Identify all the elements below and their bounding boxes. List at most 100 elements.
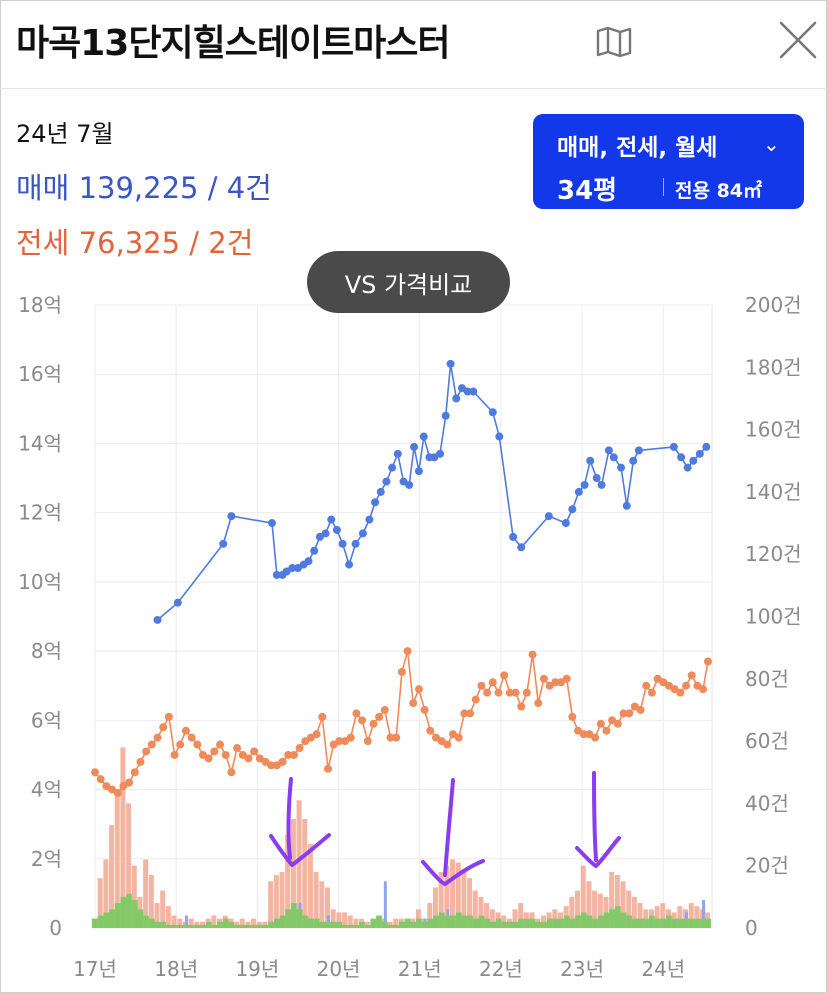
- volume-bar-monthly: [381, 921, 388, 928]
- trade-type-filter-button[interactable]: 매매, 전세, 월세 ⌄ 34평 전용 84㎡: [533, 114, 804, 209]
- volume-bar-monthly: [131, 899, 138, 928]
- jeonse-price-point: [295, 744, 304, 753]
- volume-bar-monthly: [648, 915, 655, 928]
- sale-price-point: [327, 515, 336, 524]
- jeonse-price-point: [443, 740, 452, 749]
- volume-bar-jeonse: [592, 890, 598, 928]
- volume-bar-monthly: [546, 918, 553, 928]
- volume-bar-monthly: [671, 918, 678, 928]
- sale-price-point: [288, 564, 297, 573]
- sale-price-point: [382, 477, 391, 486]
- sale-price-point: [677, 453, 686, 462]
- jeonse-price-point: [96, 775, 105, 784]
- volume-bar-monthly: [410, 921, 417, 928]
- volume-bar-monthly: [205, 921, 212, 928]
- jeonse-price-point: [625, 709, 634, 718]
- volume-bar-jeonse: [143, 859, 149, 928]
- y-left-tick-label: 0: [49, 916, 62, 940]
- sale-price-point: [452, 394, 461, 403]
- volume-bar-jeonse: [694, 906, 700, 928]
- jeonse-price-point: [380, 705, 389, 714]
- volume-bar-monthly: [592, 918, 599, 928]
- volume-bar-monthly: [347, 924, 354, 928]
- jeonse-price-point: [375, 712, 384, 721]
- y-left-tick-label: 8억: [31, 639, 62, 663]
- volume-bar-monthly: [620, 912, 627, 928]
- volume-bar-jeonse: [285, 834, 291, 928]
- volume-bar-monthly: [472, 918, 479, 928]
- volume-bar-monthly: [529, 918, 536, 928]
- volume-bar-monthly: [455, 912, 462, 928]
- volume-bar-monthly: [683, 918, 690, 928]
- volume-bar-jeonse: [296, 800, 302, 928]
- map-icon[interactable]: [596, 26, 632, 58]
- volume-bar-jeonse: [688, 903, 694, 928]
- volume-bar-monthly: [245, 924, 252, 928]
- volume-bar-jeonse: [330, 909, 336, 928]
- volume-bar-monthly: [654, 918, 661, 928]
- sale-price-point: [267, 519, 276, 528]
- volume-bar-jeonse: [120, 747, 126, 928]
- volume-bar-monthly: [324, 921, 331, 928]
- sale-price-point: [609, 453, 618, 462]
- volume-bar-jeonse: [393, 918, 399, 928]
- volume-bar-monthly: [506, 921, 513, 928]
- annotation-arrow: [575, 771, 621, 868]
- volume-bar-monthly: [92, 918, 98, 928]
- volume-bar-monthly: [677, 918, 684, 928]
- vs-compare-button[interactable]: VS 가격비교: [307, 251, 510, 313]
- x-tick-label: 18년: [154, 957, 198, 981]
- sale-price-point: [561, 519, 570, 528]
- jeonse-price-point: [505, 688, 514, 697]
- volume-bar-jeonse: [319, 881, 325, 928]
- volume-bar-monthly: [97, 915, 104, 928]
- sale-price-point: [622, 501, 631, 510]
- jeonse-price-point: [568, 712, 577, 721]
- close-icon[interactable]: [776, 18, 820, 62]
- page-title: 마곡13단지힐스테이트마스터: [16, 23, 451, 64]
- trade-types-label: 매매, 전세, 월세: [557, 135, 718, 161]
- volume-bar-jeonse: [467, 878, 473, 928]
- jeonse-price-point: [699, 685, 708, 694]
- sale-price-point: [358, 529, 367, 538]
- volume-bar-jeonse: [290, 818, 296, 928]
- volume-bar-monthly: [665, 915, 672, 928]
- x-tick-label: 20년: [317, 957, 361, 981]
- volume-bar-monthly: [364, 924, 371, 928]
- volume-bar-jeonse: [177, 918, 183, 928]
- jeonse-price-point: [551, 678, 560, 687]
- y-right-tick-label: 120건: [745, 542, 802, 566]
- volume-bar-jeonse: [154, 903, 160, 928]
- x-tick-label: 21년: [398, 957, 442, 981]
- jeonse-price-point: [221, 750, 230, 759]
- y-left-tick-label: 16억: [18, 362, 62, 386]
- volume-bar-jeonse: [109, 825, 115, 928]
- volume-bar-monthly: [540, 921, 547, 928]
- volume-bar-jeonse: [307, 843, 313, 928]
- jeonse-price-point: [130, 768, 139, 777]
- sale-price-point: [227, 512, 236, 521]
- x-tick-label: 24년: [641, 957, 685, 981]
- volume-bar-monthly: [182, 924, 189, 928]
- jeonse-price-point: [369, 719, 378, 728]
- y-right-tick-label: 80건: [745, 667, 789, 691]
- volume-bar-jeonse: [126, 803, 132, 928]
- pyeong-label: 34평: [557, 176, 618, 206]
- sale-price-point: [345, 560, 354, 569]
- sale-price-point: [580, 480, 589, 489]
- jeonse-price-point: [647, 688, 656, 697]
- sale-price-point: [488, 408, 497, 417]
- y-right-tick-label: 100건: [745, 605, 802, 629]
- y-right-tick-label: 0: [745, 916, 758, 940]
- volume-bar-monthly: [376, 915, 383, 928]
- volume-bar-monthly: [313, 918, 320, 928]
- jeonse-price-point: [642, 681, 651, 690]
- sale-price-point: [173, 598, 182, 607]
- volume-bar-monthly: [467, 915, 474, 928]
- jeonse-price-point: [494, 688, 503, 697]
- jeonse-price-point: [414, 685, 423, 694]
- jeonse-price-point: [227, 768, 236, 777]
- jeonse-price-point: [142, 747, 151, 756]
- volume-bar-jeonse: [353, 918, 359, 928]
- jeonse-price-point: [420, 705, 429, 714]
